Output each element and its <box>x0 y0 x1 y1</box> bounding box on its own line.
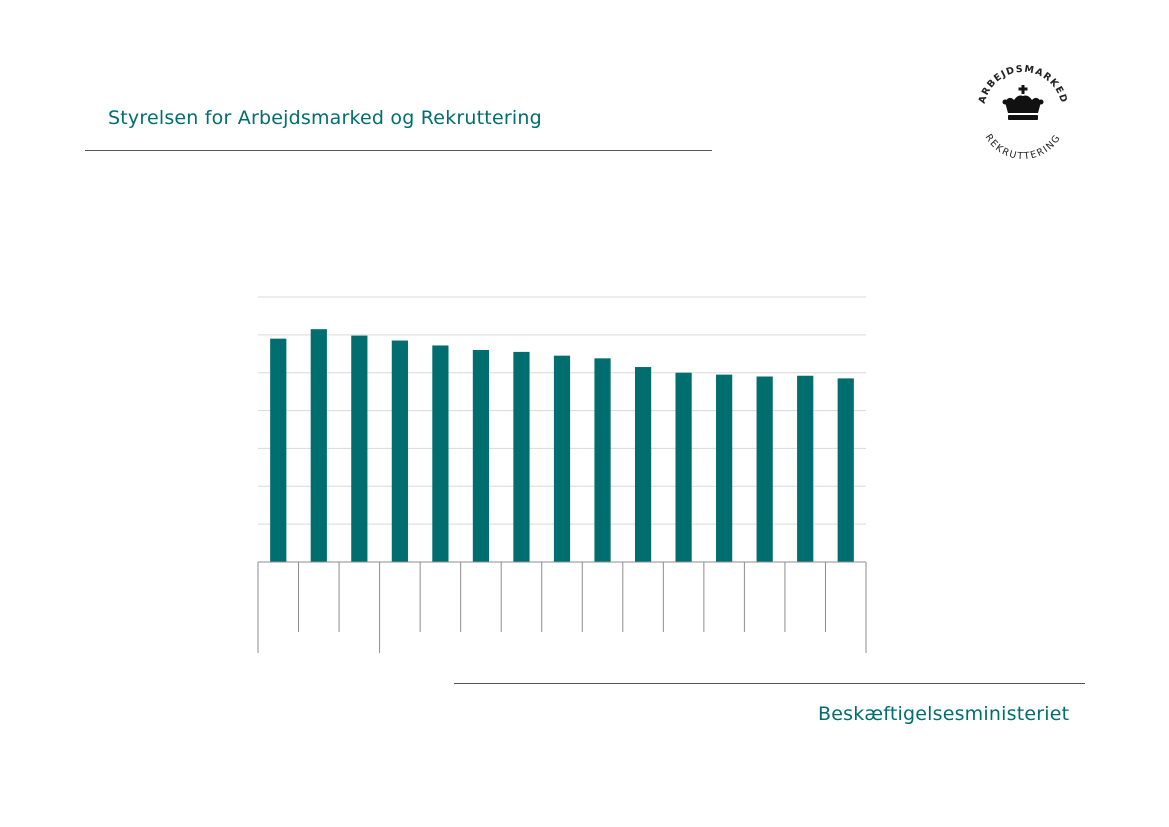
agency-logo: ARBEJDSMARKED REKRUTTERING <box>977 64 1068 162</box>
bar <box>513 351 530 562</box>
crown-icon <box>1002 85 1044 120</box>
bar <box>351 335 368 562</box>
category-axis <box>257 561 867 653</box>
bar <box>797 375 814 562</box>
bars <box>270 329 854 562</box>
bar <box>310 329 327 562</box>
bar <box>432 345 449 562</box>
bar <box>270 338 287 562</box>
bar <box>716 374 733 562</box>
header-title: Styrelsen for Arbejdsmarked og Rekrutter… <box>108 107 542 129</box>
header-divider <box>85 150 712 151</box>
footer-divider <box>454 683 1085 684</box>
bar <box>594 358 611 562</box>
footer-title: Beskæftigelsesministeriet <box>818 703 1070 725</box>
bar <box>472 350 490 562</box>
bar <box>391 340 408 562</box>
bar <box>675 372 692 562</box>
bar <box>756 376 773 562</box>
bar <box>553 355 571 562</box>
bar <box>634 367 652 562</box>
bar <box>837 378 854 562</box>
